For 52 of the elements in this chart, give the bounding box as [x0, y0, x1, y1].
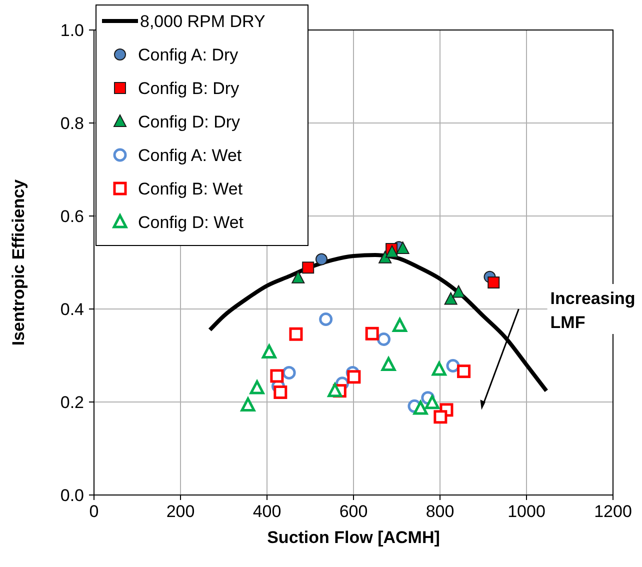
point	[378, 250, 392, 264]
x-tick-label: 1000	[508, 502, 546, 521]
y-axis-title: Isentropic Efficiency	[9, 178, 28, 346]
point	[315, 253, 328, 266]
point	[413, 400, 428, 415]
point	[488, 276, 500, 288]
legend-label: Config B: Wet	[138, 180, 243, 198]
x-tick-label: 400	[252, 502, 282, 521]
point	[328, 383, 342, 398]
y-tick-label: 0.2	[60, 393, 84, 412]
x-tick-label: 1200	[594, 502, 632, 521]
point	[282, 366, 296, 380]
point	[396, 242, 410, 254]
x-axis-title: Suction Flow [ACMH]	[267, 528, 440, 547]
point	[319, 312, 333, 326]
point	[452, 285, 466, 298]
point	[434, 410, 448, 424]
x-tick-label: 200	[166, 502, 195, 521]
point	[392, 318, 408, 332]
point	[377, 332, 391, 346]
legend-label: Config D: Wet	[138, 213, 244, 232]
point	[274, 385, 288, 399]
point	[250, 380, 264, 394]
x-tick-label: 600	[339, 502, 368, 521]
point	[381, 357, 396, 372]
x-tick-label: 800	[426, 502, 454, 521]
point	[385, 245, 398, 258]
point	[240, 398, 256, 412]
legend-label: Config D: Dry	[138, 112, 241, 132]
point	[302, 262, 314, 274]
point	[262, 344, 276, 358]
point	[457, 364, 471, 378]
point	[292, 270, 305, 284]
legend-label: 8,000 RPM DRY	[140, 12, 266, 31]
point	[446, 358, 460, 372]
point	[432, 362, 446, 376]
point	[365, 326, 379, 340]
legend-label: Config A: Wet	[138, 146, 242, 165]
point	[424, 395, 440, 410]
y-tick-label: 1.0	[60, 21, 84, 40]
annotation: Increasing LMF	[550, 289, 636, 332]
y-tick-label: 0.0	[60, 486, 84, 505]
legend-label: Config A: Dry	[138, 46, 239, 64]
y-tick-label: 0.6	[60, 207, 84, 226]
y-tick-label: 0.4	[60, 300, 84, 319]
point	[270, 369, 284, 383]
point	[444, 292, 458, 305]
y-tick-label: 0.8	[60, 114, 84, 133]
legend-label: Config B: Dry	[138, 79, 240, 98]
point	[289, 327, 303, 341]
point	[347, 370, 361, 384]
x-tick-label: 0	[89, 502, 99, 521]
